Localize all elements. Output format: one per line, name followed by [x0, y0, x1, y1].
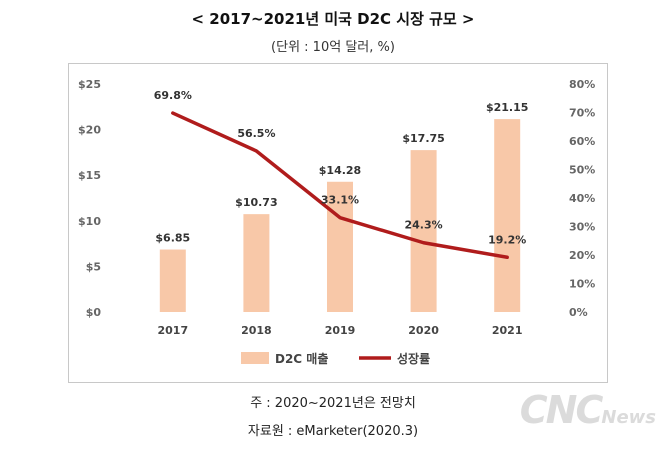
x-category-label: 2021: [492, 324, 523, 337]
legend-bar-label: D2C 매출: [275, 351, 328, 366]
chart-title: < 2017~2021년 미국 D2C 시장 규모 >: [191, 10, 475, 28]
footnote-forecast: 주 : 2020~2021년은 전망치: [250, 396, 416, 411]
y-right-tick-label: 80%: [569, 78, 595, 91]
watermark-big: CNC: [519, 388, 604, 432]
y-left-tick-label: $0: [86, 306, 102, 319]
y-right-tick-label: 70%: [569, 107, 595, 120]
y-left-tick-label: $15: [78, 169, 101, 182]
legend-bar-swatch: [241, 352, 269, 364]
footnote-source: 자료원 : eMarketer(2020.3): [247, 424, 419, 439]
growth-rate-label: 33.1%: [321, 194, 359, 207]
x-category-label: 2017: [157, 324, 188, 337]
y-right-tick-label: 50%: [569, 164, 595, 177]
legend-line-label: 성장률: [397, 352, 430, 366]
y-right-tick-label: 0%: [569, 306, 588, 319]
y-left-tick-label: $10: [78, 215, 101, 228]
bar-value-label: $6.85: [155, 232, 190, 245]
growth-rate-label: 19.2%: [488, 233, 526, 246]
x-category-label: 2020: [408, 324, 439, 337]
bar: [327, 181, 353, 312]
bar-value-label: $21.15: [486, 101, 528, 114]
bar: [494, 119, 521, 312]
growth-rate-label: 24.3%: [405, 219, 443, 232]
watermark-small: News: [601, 407, 656, 428]
y-right-tick-label: 30%: [569, 221, 595, 234]
y-left-tick-label: $20: [78, 124, 101, 137]
chart-subtitle: (단위 : 10억 달러, %): [271, 40, 395, 55]
bar: [159, 249, 186, 312]
y-right-tick-label: 20%: [569, 249, 595, 262]
y-left-tick-label: $25: [78, 78, 101, 91]
growth-rate-label: 69.8%: [154, 89, 192, 102]
growth-rate-label: 56.5%: [237, 127, 275, 140]
bar-value-label: $14.28: [319, 164, 361, 177]
bar-value-label: $17.75: [402, 132, 444, 145]
x-category-label: 2018: [241, 324, 272, 337]
y-right-tick-label: 60%: [569, 135, 595, 148]
y-right-tick-label: 10%: [569, 278, 595, 291]
bar: [243, 214, 270, 312]
y-left-tick-label: $5: [86, 260, 101, 273]
growth-rate-line: [171, 111, 509, 260]
cnc-news-watermark: CNCNews: [520, 388, 656, 432]
combo-chart: $0 $5 $10 $15 $20 $25 0% 10% 20% 30% 40% 50% 60% 70% 8…: [78, 78, 595, 366]
chart-frame: $0 $5 $10 $15 $20 $25 0% 10% 20% 30% 40% 50% 60% 70% 8…: [68, 63, 608, 383]
x-category-label: 2019: [325, 324, 356, 337]
bar: [410, 150, 437, 312]
y-right-tick-label: 40%: [569, 192, 595, 205]
bar-value-label: $10.73: [235, 196, 277, 209]
